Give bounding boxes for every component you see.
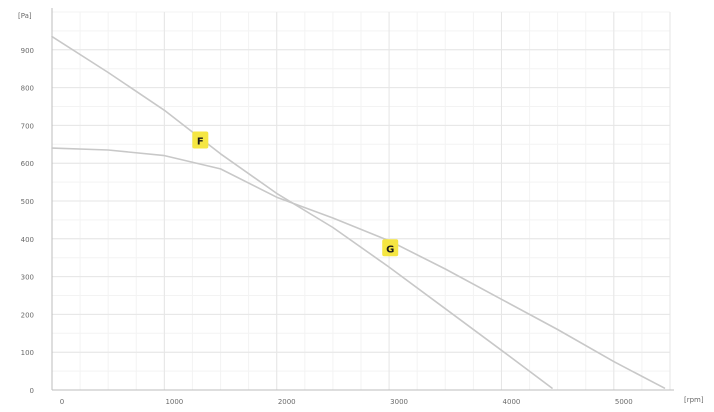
grid-lines	[51, 11, 671, 391]
y-axis-unit-label: [Pa]	[18, 12, 32, 20]
x-tick-label: 1000	[165, 398, 183, 406]
series-labels: FG	[192, 131, 399, 257]
series-line-g	[51, 147, 666, 389]
y-tick-label: 0	[30, 387, 34, 395]
series-badge-f	[192, 131, 209, 149]
y-tick-label: 100	[21, 349, 34, 357]
x-tick-label: 5000	[615, 398, 633, 406]
x-tick-label: 4000	[503, 398, 521, 406]
x-tick-label: 3000	[390, 398, 408, 406]
axes: 0 100 200 300 400 500 600 700 800 900 0 1000 2000 300…	[21, 8, 674, 406]
y-tick-label: 300	[21, 274, 34, 282]
x-axis-unit-label: [rpm]	[684, 396, 704, 404]
y-tick-label: 200	[21, 311, 34, 319]
y-tick-label: 800	[21, 85, 34, 93]
x-tick-label: 0	[60, 398, 64, 406]
series-group	[51, 35, 666, 389]
series-label-f: F	[197, 137, 204, 148]
series-label-g: G	[386, 244, 394, 255]
y-tick-label: 700	[21, 122, 34, 130]
y-tick-label: 900	[21, 47, 34, 55]
series-line-f	[51, 35, 553, 389]
series-badge-g	[382, 239, 399, 257]
x-tick-label: 2000	[278, 398, 296, 406]
y-tick-label: 400	[21, 236, 34, 244]
y-tick-label: 500	[21, 198, 34, 206]
y-tick-label: 600	[21, 160, 34, 168]
